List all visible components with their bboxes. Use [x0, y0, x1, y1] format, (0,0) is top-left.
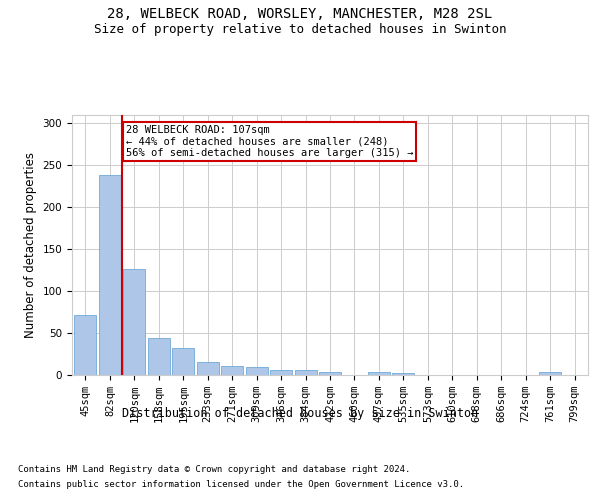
- Text: 28, WELBECK ROAD, WORSLEY, MANCHESTER, M28 2SL: 28, WELBECK ROAD, WORSLEY, MANCHESTER, M…: [107, 8, 493, 22]
- Text: Contains public sector information licensed under the Open Government Licence v3: Contains public sector information licen…: [18, 480, 464, 489]
- Text: Contains HM Land Registry data © Crown copyright and database right 2024.: Contains HM Land Registry data © Crown c…: [18, 465, 410, 474]
- Bar: [392, 374, 415, 375]
- Bar: [319, 372, 341, 375]
- Bar: [245, 366, 268, 375]
- Bar: [197, 362, 219, 375]
- Bar: [368, 372, 390, 375]
- Y-axis label: Number of detached properties: Number of detached properties: [24, 152, 37, 338]
- Bar: [172, 348, 194, 375]
- Text: 28 WELBECK ROAD: 107sqm
← 44% of detached houses are smaller (248)
56% of semi-d: 28 WELBECK ROAD: 107sqm ← 44% of detache…: [126, 125, 413, 158]
- Bar: [221, 366, 243, 375]
- Bar: [74, 314, 97, 375]
- Text: Distribution of detached houses by size in Swinton: Distribution of detached houses by size …: [122, 408, 478, 420]
- Bar: [270, 370, 292, 375]
- Bar: [99, 174, 121, 375]
- Text: Size of property relative to detached houses in Swinton: Size of property relative to detached ho…: [94, 22, 506, 36]
- Bar: [295, 370, 317, 375]
- Bar: [148, 338, 170, 375]
- Bar: [539, 372, 561, 375]
- Bar: [124, 270, 145, 375]
